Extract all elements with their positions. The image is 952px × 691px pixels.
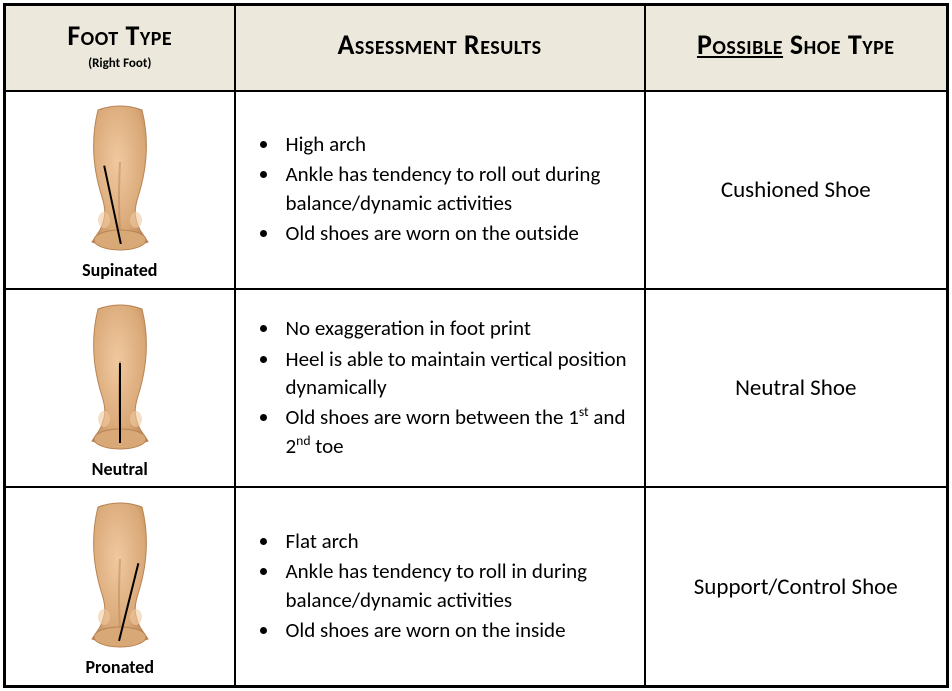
shoe-cell: Support/Control Shoe xyxy=(645,487,948,686)
header-shoe-type: Possible Shoe Type xyxy=(645,5,948,91)
assessment-cell: No exaggeration in foot print Heel is abl… xyxy=(235,289,645,487)
header-assessment: Assessment Results xyxy=(235,5,645,91)
header-assessment-title: Assessment Results xyxy=(337,27,541,62)
foot-cell-pronated: Pronated xyxy=(5,487,235,686)
foot-label: Pronated xyxy=(10,656,230,678)
assessment-item: Ankle has tendency to roll out during ba… xyxy=(280,160,634,217)
assessment-cell: Flat archAnkle has tendency to roll in d… xyxy=(235,487,645,686)
foot-label: Neutral xyxy=(10,458,230,480)
assessment-item: Old shoes are worn on the outside xyxy=(280,219,634,247)
shoe-cell: Cushioned Shoe xyxy=(645,91,948,289)
assessment-item: Flat arch xyxy=(280,527,634,555)
assessment-cell: High archAnkle has tendency to roll out … xyxy=(235,91,645,289)
assessment-item: Old shoes are worn between the 1st and 2… xyxy=(280,403,634,460)
foot-illustration-supinated xyxy=(60,102,180,252)
foot-type-table: Foot Type (Right Foot) Assessment Result… xyxy=(3,3,949,688)
header-foot-type: Foot Type (Right Foot) xyxy=(5,5,235,91)
assessment-item: Ankle has tendency to roll in during bal… xyxy=(280,557,634,614)
foot-cell-supinated: Supinated xyxy=(5,91,235,289)
assessment-item: No exaggeration in foot print xyxy=(280,314,634,342)
assessment-item: Heel is able to maintain vertical positi… xyxy=(280,345,634,402)
foot-label: Supinated xyxy=(10,259,230,281)
table-row: Pronated Flat archAnkle has tendency to … xyxy=(5,487,948,686)
assessment-list: No exaggeration in foot print Heel is abl… xyxy=(244,314,634,460)
foot-illustration-neutral xyxy=(60,301,180,451)
shoe-cell: Neutral Shoe xyxy=(645,289,948,487)
header-row: Foot Type (Right Foot) Assessment Result… xyxy=(5,5,948,91)
assessment-item: High arch xyxy=(280,130,634,158)
table-row: Supinated High archAnkle has tendency to… xyxy=(5,91,948,289)
foot-cell-neutral: Neutral xyxy=(5,289,235,487)
header-shoe-suffix: Shoe Type xyxy=(783,27,894,62)
table-row: Neutral No exaggeration in foot print Hee… xyxy=(5,289,948,487)
assessment-list: Flat archAnkle has tendency to roll in d… xyxy=(244,527,634,644)
assessment-list: High archAnkle has tendency to roll out … xyxy=(244,130,634,247)
header-foot-type-title: Foot Type xyxy=(67,18,172,53)
header-shoe-prefix: Possible xyxy=(697,27,783,62)
header-foot-type-sub: (Right Foot) xyxy=(12,56,228,71)
foot-illustration-pronated xyxy=(60,499,180,649)
assessment-item: Old shoes are worn on the inside xyxy=(280,616,634,644)
